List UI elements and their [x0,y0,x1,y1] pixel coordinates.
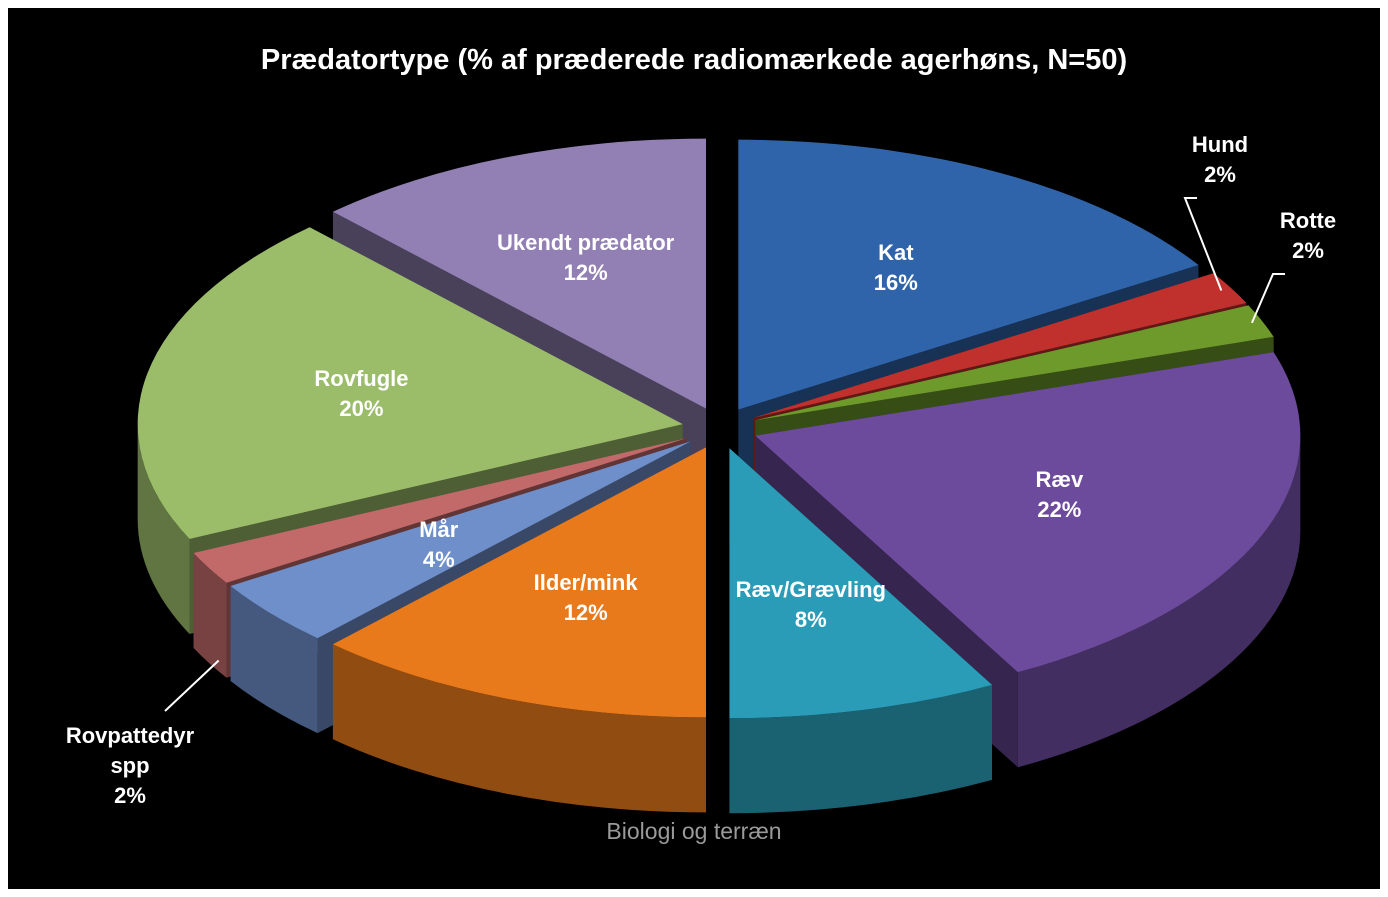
slice [193,438,687,583]
slice [753,273,1247,418]
slice-side [230,585,318,734]
value-label: 20% [339,395,384,421]
category-label: Kat [878,239,914,265]
value-label: 22% [1037,497,1082,523]
value-label: 12% [563,600,608,626]
category-label: Mår [419,516,459,542]
value-label: 4% [422,546,455,572]
category-label: Ilder/mink [533,570,638,596]
data-label: Ræv/Grævling 8% [681,575,941,635]
data-label: Rovpattedyr spp 2% [55,721,205,811]
chart-title: Prædatortype (% af præderede radiomærked… [260,44,1128,76]
slice [755,305,1274,421]
category-label: Hund [1191,132,1249,157]
value-label: 8% [794,607,827,633]
data-label: Rovfugle 20% [231,364,491,424]
data-label: Rotte 2% [1233,206,1380,266]
slice [738,139,1199,410]
value-label: 2% [1292,238,1324,263]
slice [755,352,1301,673]
slice-side [729,684,993,814]
caption: Biologi og terræn [606,818,782,844]
value-label: 2% [114,783,146,808]
category-label: Rotte [1279,208,1337,233]
leader-line [164,659,220,712]
pie-canvas [137,138,1301,814]
slice-side [137,424,190,635]
value-label: 16% [873,269,918,295]
category-label: Ukendt prædator [497,229,675,255]
slice-side [193,553,227,678]
data-label: Ilder/mink 12% [456,568,716,628]
slice [137,227,683,540]
data-label: Ukendt prædator 12% [456,228,716,288]
slice-side [332,644,707,813]
leader-line [1183,197,1223,291]
category-label: Rovpattedyr spp [65,723,195,778]
value-label: 2% [1204,162,1236,187]
data-label: Mår 4% [309,515,569,575]
slice [729,448,993,719]
slice [332,138,707,409]
leader-line [1251,273,1285,324]
category-label: Rovfugle [314,365,409,391]
data-label: Hund 2% [1145,130,1295,190]
category-label: Ræv/Grævling [735,577,886,603]
slice [332,447,707,718]
chart: Prædatortype (% af præderede radiomærked… [8,8,1380,889]
data-label: Kat 16% [766,238,1026,298]
data-label: Ræv 22% [929,465,1189,525]
value-label: 12% [563,259,608,285]
slice [230,441,691,639]
category-label: Ræv [1035,467,1084,493]
slice-side [1017,435,1301,768]
